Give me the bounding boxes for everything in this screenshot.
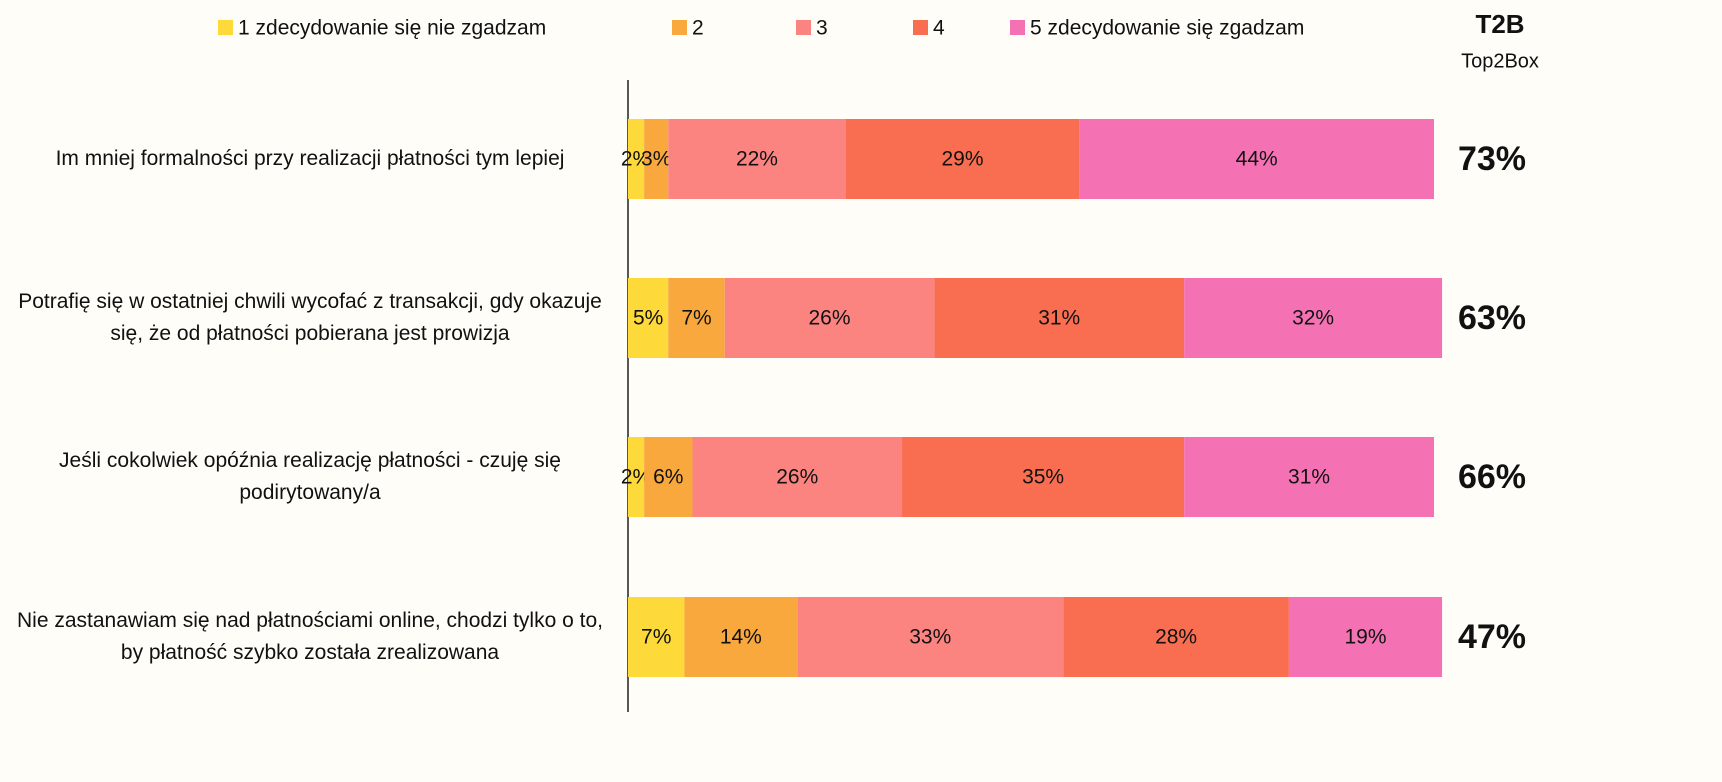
legend-swatch: [913, 20, 928, 35]
value-label: 7%: [681, 307, 711, 330]
value-label: 32%: [1292, 307, 1334, 330]
value-label: 35%: [1022, 466, 1064, 489]
value-label: 2%: [621, 148, 651, 171]
category-label: Nie zastanawiam się nad płatnościami onl…: [17, 609, 603, 664]
value-label: 3%: [641, 148, 671, 171]
bar-segment: [1184, 278, 1443, 358]
value-label: 5%: [633, 307, 663, 330]
bar-segment: [628, 597, 685, 677]
legend-swatch: [218, 20, 233, 35]
t2b-value: 63%: [1458, 299, 1526, 337]
legend-label: 4: [933, 17, 945, 40]
bar-segment: [845, 119, 1080, 199]
bar-segment: [797, 597, 1064, 677]
value-label: 7%: [641, 626, 671, 649]
bar-segment: [644, 119, 669, 199]
value-label: 14%: [720, 626, 762, 649]
legend-swatch: [796, 20, 811, 35]
bar-segment: [1079, 119, 1434, 199]
value-label: 2%: [621, 466, 651, 489]
category-label: Potrafię się w ostatniej chwili wycofać …: [18, 290, 602, 345]
value-label: 44%: [1236, 148, 1278, 171]
value-label: 6%: [653, 466, 683, 489]
legend-label: 5 zdecydowanie się zgadzam: [1030, 17, 1304, 40]
value-label: 33%: [909, 626, 951, 649]
legend-swatch: [1010, 20, 1025, 35]
legend-label: 3: [816, 17, 828, 40]
bar-segment: [1288, 597, 1443, 677]
bar-segment: [668, 119, 846, 199]
value-label: 28%: [1155, 626, 1197, 649]
legend-swatch: [672, 20, 687, 35]
bar-segment: [934, 278, 1185, 358]
t2b-subtitle: Top2Box: [1461, 50, 1539, 72]
bar-segment: [902, 437, 1185, 517]
value-label: 19%: [1344, 626, 1386, 649]
t2b-value: 73%: [1458, 140, 1526, 178]
t2b-title: T2B: [1475, 9, 1524, 39]
bar-segment: [628, 437, 645, 517]
t2b-value: 47%: [1458, 618, 1526, 656]
bar-segment: [1063, 597, 1289, 677]
t2b-value: 66%: [1458, 458, 1526, 496]
bar-segment: [724, 278, 935, 358]
bar-segment: [668, 278, 725, 358]
value-label: 31%: [1038, 307, 1080, 330]
category-label: Im mniej formalności przy realizacji pła…: [55, 147, 565, 170]
bar-segment: [1184, 437, 1434, 517]
bar-segment: [692, 437, 903, 517]
value-label: 26%: [776, 466, 818, 489]
value-label: 26%: [808, 307, 850, 330]
bar-segment: [628, 278, 669, 358]
category-label: Jeśli cokolwiek opóźnia realizację płatn…: [59, 449, 561, 504]
value-label: 29%: [941, 148, 983, 171]
legend-label: 2: [692, 17, 704, 40]
legend-label: 1 zdecydowanie się nie zgadzam: [238, 17, 546, 40]
value-label: 31%: [1288, 466, 1330, 489]
bar-segment: [684, 597, 798, 677]
value-label: 22%: [736, 148, 778, 171]
bar-segment: [628, 119, 645, 199]
bar-segment: [644, 437, 693, 517]
